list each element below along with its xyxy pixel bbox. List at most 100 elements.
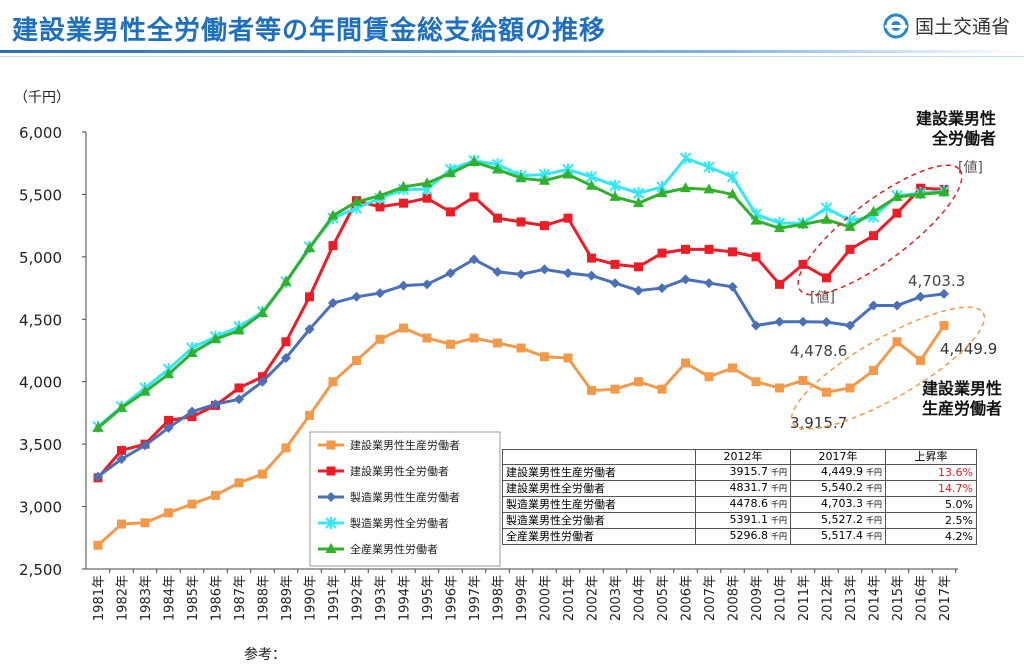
table-row: 製造業男性全労働者 5391.1 千円 5,527.2 千円 2.5% xyxy=(502,512,977,529)
org-name: 国土交通省 xyxy=(914,16,1010,38)
data-point xyxy=(117,519,126,529)
x-tick-label: 2007年 xyxy=(703,575,718,621)
data-point xyxy=(187,406,197,417)
data-point xyxy=(728,363,737,373)
data-point xyxy=(634,262,643,272)
data-point xyxy=(305,292,314,302)
table-cell-rate: 14.7% xyxy=(885,480,977,497)
data-point xyxy=(634,377,643,387)
data-point xyxy=(657,384,667,394)
table-row: 建設業男性生産労働者 3915.7 千円 4,449.9 千円 13.6% xyxy=(502,464,977,481)
data-point xyxy=(704,244,714,254)
x-tick-label: 1989年 xyxy=(280,575,295,621)
data-point xyxy=(704,372,714,382)
data-point xyxy=(751,377,761,387)
table-row: 建設業男性全労働者 4831.7 千円 5,540.2 千円 14.7% xyxy=(502,480,977,497)
legend-label: 建設業男性生産労働者 xyxy=(350,438,460,452)
x-tick-label: 1992年 xyxy=(351,575,366,621)
y-tick-label: 3,000 xyxy=(19,499,62,517)
legend-label: 建設業男性全労働者 xyxy=(350,464,449,478)
data-point xyxy=(563,213,573,223)
table-header-2012: 2012年 xyxy=(695,449,791,465)
data-point xyxy=(139,385,151,396)
legend-label: 製造業男性生産労働者 xyxy=(350,490,460,504)
data-point xyxy=(493,213,502,223)
data-point xyxy=(868,205,879,216)
x-tick-label: 1985年 xyxy=(186,575,201,621)
data-point xyxy=(891,190,903,201)
data-point xyxy=(422,333,432,343)
x-tick-label: 2002年 xyxy=(586,575,601,621)
val-const-prod-2012: 3,915.7 xyxy=(790,414,847,432)
legend-item: 建設業男性全労働者 xyxy=(318,464,449,478)
label-line: 建設業男性 xyxy=(916,109,996,128)
data-point xyxy=(280,275,292,286)
data-point xyxy=(375,288,385,299)
x-tick-label: 1993年 xyxy=(374,575,389,621)
data-point xyxy=(258,469,267,479)
legend-item: 製造業男性生産労働者 xyxy=(318,490,460,504)
data-point xyxy=(210,399,221,410)
data-point xyxy=(540,221,549,231)
x-tick-label: 2000年 xyxy=(539,575,554,621)
header-rule-thin xyxy=(0,56,1024,57)
val-mfg-prod-2012: 4,478.6 xyxy=(790,342,847,360)
data-point xyxy=(892,300,902,311)
table-row: 製造業男性生産労働者 4478.6 千円 4,703.3 千円 5.0% xyxy=(502,496,977,513)
legend-box xyxy=(309,431,501,567)
table-cell-2012: 4478.6 千円 xyxy=(695,496,791,513)
data-point xyxy=(469,333,479,343)
data-point xyxy=(938,186,950,197)
data-point xyxy=(281,352,291,363)
data-point xyxy=(798,316,808,327)
data-point xyxy=(398,180,409,191)
legend-item: 全産業男性労働者 xyxy=(318,542,438,556)
table-cell-2012: 4831.7 千円 xyxy=(695,480,791,497)
data-point xyxy=(703,183,715,194)
data-point xyxy=(587,253,596,263)
data-point xyxy=(751,252,761,262)
x-tick-label: 2005年 xyxy=(656,575,671,621)
table-cell-name: 全産業男性労働者 xyxy=(502,528,696,545)
x-tick-label: 2012年 xyxy=(821,575,836,621)
data-point xyxy=(516,217,526,227)
x-tick-label: 2016年 xyxy=(915,575,930,621)
data-point xyxy=(844,220,856,231)
data-point xyxy=(539,264,550,275)
x-tick-label: 1981年 xyxy=(92,575,107,621)
x-tick-label: 1997年 xyxy=(468,575,483,621)
data-point xyxy=(93,471,103,482)
x-tick-label: 2004年 xyxy=(633,575,648,621)
data-point xyxy=(516,269,526,280)
data-point xyxy=(681,244,690,254)
data-point xyxy=(680,274,691,285)
data-point xyxy=(352,355,361,365)
mlit-logo-icon xyxy=(883,13,909,38)
series-4 xyxy=(92,155,950,432)
x-tick-label: 1987年 xyxy=(233,575,248,621)
x-tick-label: 2003年 xyxy=(609,575,624,621)
x-tick-label: 1998年 xyxy=(492,575,507,621)
data-point xyxy=(540,352,549,362)
data-point xyxy=(820,202,833,215)
table-header-2017: 2017年 xyxy=(790,449,886,465)
val-placeholder-top: [値] xyxy=(958,160,983,176)
data-point xyxy=(446,207,455,217)
legend-item: 建設業男性生産労働者 xyxy=(318,438,460,452)
x-tick-label: 2017年 xyxy=(938,575,953,621)
data-point xyxy=(281,443,291,453)
x-tick-label: 1990年 xyxy=(304,575,319,621)
data-point xyxy=(328,298,338,309)
data-point xyxy=(493,338,502,348)
data-point xyxy=(516,343,526,353)
table-cell-2012: 5296.8 千円 xyxy=(695,528,791,545)
y-tick-label: 6,000 xyxy=(19,124,62,142)
table-cell-name: 製造業男性全労働者 xyxy=(502,512,696,529)
val-mfg-prod-2017: 4,703.3 xyxy=(908,272,965,290)
data-point xyxy=(328,377,338,387)
x-tick-label: 2011年 xyxy=(797,575,812,621)
data-point xyxy=(325,543,337,553)
table-header-row: 2012年 2017年 上昇率 xyxy=(502,449,977,465)
data-point xyxy=(915,188,926,199)
data-point xyxy=(563,353,573,363)
